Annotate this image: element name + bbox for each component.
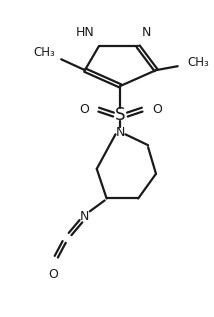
Text: CH₃: CH₃ <box>34 46 55 59</box>
Text: O: O <box>79 103 89 116</box>
Text: O: O <box>48 268 58 281</box>
Text: CH₃: CH₃ <box>188 56 209 69</box>
Text: N: N <box>142 26 152 39</box>
Text: O: O <box>152 103 162 116</box>
Text: HN: HN <box>76 26 95 39</box>
Text: S: S <box>115 106 126 124</box>
Text: N: N <box>80 210 90 223</box>
Text: N: N <box>116 126 125 139</box>
